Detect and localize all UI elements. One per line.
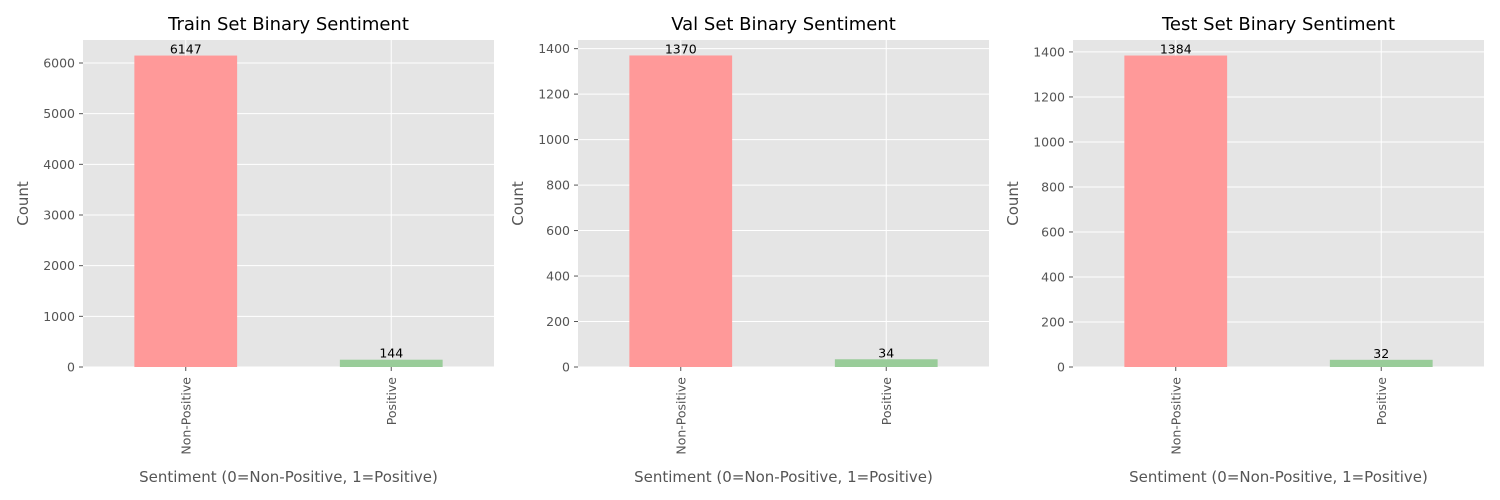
y-tick-label: 6000	[43, 56, 75, 71]
bar-value-label: 32	[1373, 346, 1389, 361]
y-tick-label: 400	[546, 269, 570, 284]
x-tick-label: Positive	[384, 377, 399, 425]
y-tick-label: 4000	[43, 157, 75, 172]
chart-title: Val Set Binary Sentiment	[671, 14, 896, 35]
y-tick-label: 1000	[43, 309, 75, 324]
x-tick-label: Non-Positive	[673, 377, 688, 455]
x-tick-label: Non-Positive	[1168, 377, 1183, 455]
x-tick-label: Non-Positive	[178, 377, 193, 455]
y-tick-label: 800	[1041, 179, 1065, 194]
y-tick-label: 3000	[43, 208, 75, 223]
y-tick-label: 200	[1041, 314, 1065, 329]
y-tick-label: 1000	[1033, 134, 1065, 149]
y-tick-label: 600	[1041, 224, 1065, 239]
y-tick-label: 2000	[43, 258, 75, 273]
chart-title: Test Set Binary Sentiment	[1161, 14, 1395, 35]
y-axis-label: Count	[1004, 181, 1022, 226]
bar-value-label: 6147	[170, 42, 202, 57]
x-tick-label: Positive	[879, 377, 894, 425]
x-tick-label: Positive	[1374, 377, 1389, 425]
bar-value-label: 1370	[665, 41, 697, 56]
y-tick-label: 1400	[1033, 44, 1065, 59]
bar-value-label: 1384	[1160, 42, 1192, 57]
y-axis-label: Count	[509, 181, 527, 226]
y-tick-label: 1000	[538, 132, 570, 147]
bar-positive	[834, 359, 938, 367]
chart-panel-1: 0 1000 2000 3000 4000 5000 6000 6147 144 Non-Posi…	[14, 14, 494, 486]
y-tick-label: 5000	[43, 106, 75, 121]
y-tick-label: 1200	[538, 87, 570, 102]
y-tick-label: 1400	[538, 41, 570, 56]
bar-positive	[339, 359, 443, 367]
bar-positive	[1329, 359, 1433, 367]
chart-panel-3: 0 200 400 600 800 1000 1200 1400 1384 32 Non-Posit…	[1004, 14, 1484, 486]
y-tick-label: 800	[546, 178, 570, 193]
bar-non-positive	[629, 55, 733, 368]
chart-panel-2: 0 200 400 600 800 1000 1200 1400 1370 34 Non-Posit…	[509, 14, 989, 486]
y-tick-label: 600	[546, 223, 570, 238]
bar-value-label: 34	[878, 345, 894, 360]
x-axis-label: Sentiment (0=Non-Positive, 1=Positive)	[1129, 468, 1428, 486]
bar-non-positive	[1124, 55, 1228, 367]
y-tick-label: 200	[546, 314, 570, 329]
x-axis-label: Sentiment (0=Non-Positive, 1=Positive)	[139, 468, 438, 486]
bar-value-label: 144	[379, 346, 403, 361]
y-axis-label: Count	[14, 181, 32, 226]
x-axis-label: Sentiment (0=Non-Positive, 1=Positive)	[634, 468, 933, 486]
y-tick-label: 1200	[1033, 89, 1065, 104]
chart-title: Train Set Binary Sentiment	[167, 14, 409, 35]
bar-non-positive	[134, 55, 238, 368]
y-tick-label: 0	[562, 360, 570, 375]
y-tick-label: 0	[67, 360, 75, 375]
y-tick-label: 0	[1057, 360, 1065, 375]
y-tick-label: 400	[1041, 269, 1065, 284]
